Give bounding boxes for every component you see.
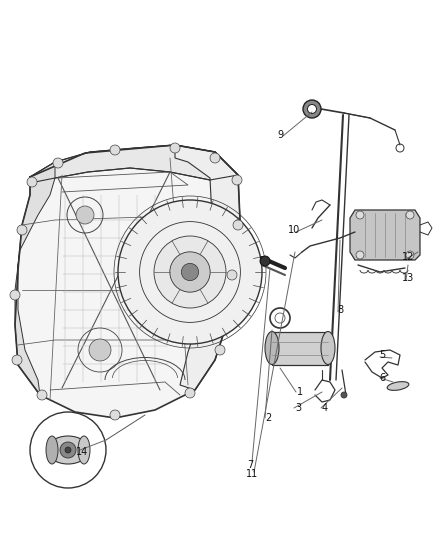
Text: 5: 5 [379, 350, 385, 360]
Circle shape [17, 225, 27, 235]
Polygon shape [15, 162, 55, 395]
Ellipse shape [387, 382, 409, 390]
Circle shape [10, 290, 20, 300]
Circle shape [356, 251, 364, 259]
Circle shape [30, 412, 106, 488]
Circle shape [232, 175, 242, 185]
Text: 14: 14 [76, 447, 88, 457]
Circle shape [406, 251, 414, 259]
Circle shape [356, 211, 364, 219]
Ellipse shape [47, 436, 89, 464]
Circle shape [185, 388, 195, 398]
Circle shape [170, 252, 210, 292]
Circle shape [233, 220, 243, 230]
Polygon shape [175, 145, 240, 390]
Polygon shape [30, 145, 238, 183]
Circle shape [170, 143, 180, 153]
Text: 7: 7 [247, 460, 253, 470]
Circle shape [110, 410, 120, 420]
Text: 1: 1 [297, 387, 303, 397]
Circle shape [227, 270, 237, 280]
Circle shape [65, 447, 71, 453]
Text: 2: 2 [265, 413, 271, 423]
Ellipse shape [78, 436, 90, 464]
Circle shape [215, 345, 225, 355]
Circle shape [406, 211, 414, 219]
Circle shape [60, 442, 76, 458]
Circle shape [307, 104, 317, 114]
Circle shape [110, 145, 120, 155]
Circle shape [53, 158, 63, 168]
Circle shape [12, 355, 22, 365]
Text: 12: 12 [402, 252, 414, 262]
Text: 4: 4 [322, 403, 328, 413]
Circle shape [89, 339, 111, 361]
Ellipse shape [265, 332, 279, 365]
Ellipse shape [46, 436, 58, 464]
Circle shape [260, 256, 270, 266]
Text: 3: 3 [295, 403, 301, 413]
Circle shape [210, 153, 220, 163]
Polygon shape [272, 332, 328, 365]
Ellipse shape [321, 332, 335, 365]
Polygon shape [15, 145, 240, 418]
Circle shape [27, 177, 37, 187]
Text: 11: 11 [246, 469, 258, 479]
Circle shape [118, 200, 262, 344]
Circle shape [37, 390, 47, 400]
Circle shape [154, 236, 226, 308]
Text: 13: 13 [402, 273, 414, 283]
Circle shape [76, 206, 94, 224]
Text: 10: 10 [288, 225, 300, 235]
Text: 8: 8 [337, 305, 343, 315]
Text: 6: 6 [379, 373, 385, 383]
Circle shape [181, 263, 199, 281]
Circle shape [303, 100, 321, 118]
Circle shape [341, 392, 347, 398]
Polygon shape [350, 210, 420, 260]
Text: 9: 9 [277, 130, 283, 140]
